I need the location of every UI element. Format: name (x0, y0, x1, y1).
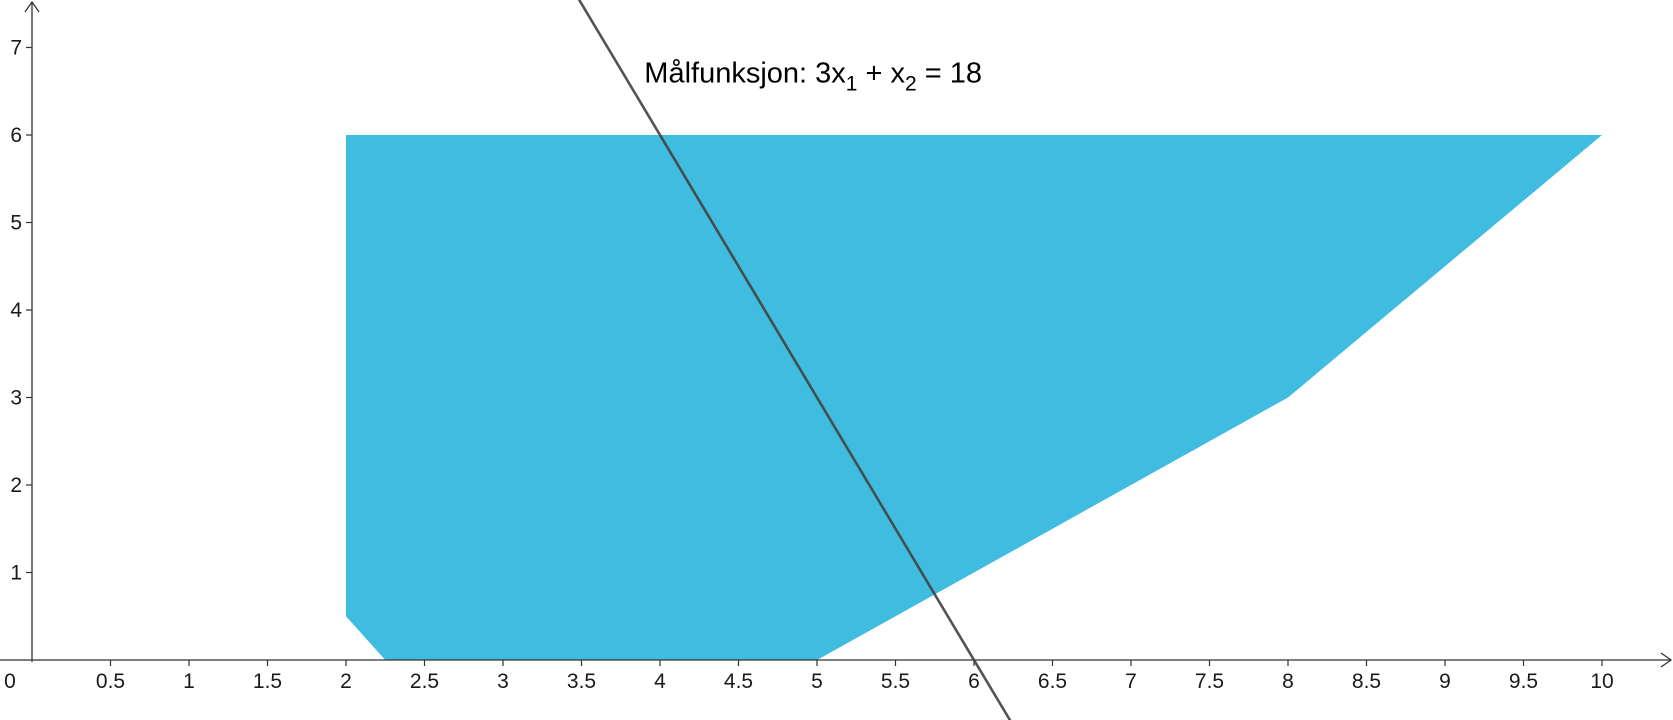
y-tick-label: 2 (10, 474, 22, 497)
objective-label-subscript-1: 1 (846, 73, 858, 96)
x-axis-arrow (1660, 652, 1673, 668)
objective-function-line (577, 0, 1012, 720)
x-tick-label: 4 (654, 670, 666, 693)
x-tick-label: 1 (183, 670, 195, 693)
x-tick-label: 0.5 (96, 670, 125, 693)
x-tick-label: 8 (1282, 670, 1294, 693)
feasible-region-layer (346, 135, 1602, 660)
x-tick-label: 7 (1125, 670, 1137, 693)
x-tick-label: 7.5 (1195, 670, 1224, 693)
y-tick-label: 4 (10, 299, 22, 322)
y-tick-label: 6 (10, 124, 22, 147)
origin-label: 0 (4, 670, 16, 693)
axes-layer (0, 0, 1673, 668)
x-tick-label: 6.5 (1038, 670, 1067, 693)
objective-line-layer (577, 0, 1012, 720)
y-tick-label: 3 (10, 387, 22, 410)
y-axis-arrow (24, 0, 40, 13)
objective-label-suffix: = 18 (917, 58, 982, 90)
x-tick-label: 4.5 (724, 670, 753, 693)
x-tick-label: 3.5 (567, 670, 596, 693)
x-tick-label: 10 (1590, 670, 1613, 693)
feasible-region (346, 135, 1602, 660)
x-tick-label: 5.5 (881, 670, 910, 693)
objective-label-subscript-2: 2 (905, 73, 917, 96)
x-tick-label: 6 (968, 670, 980, 693)
objective-label-prefix: Målfunksjon: 3x (644, 58, 846, 90)
x-tick-label: 3 (497, 670, 509, 693)
tick-labels-layer: 0.5 1 1.5 2 2.5 3 3.5 4 4.5 5 5.5 6 6.5 7 7.5 8 8.5 9 9.5 1… (4, 37, 1614, 694)
y-tick-label: 7 (10, 37, 22, 60)
x-tick-label: 9.5 (1509, 670, 1538, 693)
x-tick-label: 2.5 (410, 670, 439, 693)
x-tick-label: 8.5 (1352, 670, 1381, 693)
y-tick-label: 5 (10, 212, 22, 235)
x-tick-label: 2 (340, 670, 352, 693)
objective-function-label: Målfunksjon: 3x1 + x2 = 18 (644, 58, 982, 96)
x-tick-label: 5 (811, 670, 823, 693)
y-tick-label: 1 (10, 562, 22, 585)
x-tick-label: 1.5 (253, 670, 282, 693)
objective-label-middle: + x (857, 58, 905, 90)
x-tick-label: 9 (1439, 670, 1451, 693)
